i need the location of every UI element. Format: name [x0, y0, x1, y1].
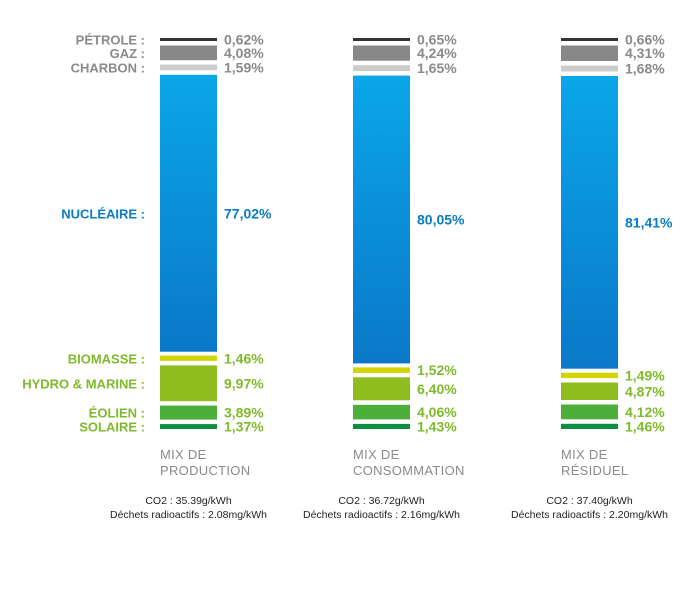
bar-segment-charbon	[353, 65, 410, 72]
value-label-biomasse: 1,49%	[625, 367, 665, 383]
value-label-eolien: 3,89%	[224, 405, 264, 421]
category-label-biomasse: BIOMASSE :	[68, 351, 145, 366]
value-label-biomasse: 1,52%	[417, 362, 457, 378]
footnote-line-1: CO2 : 36.72g/kWh	[338, 495, 425, 507]
bar-segment-gaz	[561, 45, 618, 61]
value-label-charbon: 1,59%	[224, 60, 264, 76]
bar-segment-biomasse	[353, 367, 410, 373]
column-title-line: MIX DE	[561, 447, 608, 462]
bar-segment-solaire	[160, 424, 217, 429]
footnote-line-1: CO2 : 35.39g/kWh	[145, 495, 232, 507]
bar-segment-solaire	[561, 423, 618, 429]
column-3: 0,66%4,31%1,68% 81,41% 1,49%4,87% 4,12%1,46…	[511, 32, 673, 522]
category-label-petrole: PÉTROLE :	[76, 33, 145, 48]
bar-segment-eolien	[353, 404, 410, 420]
column-2: 0,65%4,24%1,65% 80,05% 1,52% 6,40% 4,06%1,43…	[303, 32, 465, 522]
value-label-hydro: 9,97%	[224, 375, 264, 391]
category-label-eolien: ÉOLIEN :	[89, 406, 145, 421]
category-label-solaire: SOLAIRE :	[79, 420, 145, 435]
value-label-eolien: 4,12%	[625, 404, 665, 420]
column-title: MIX DE RÉSIDUEL	[561, 447, 628, 478]
column-title: MIX DE PRODUCTION	[160, 447, 250, 478]
category-label-charbon: CHARBON :	[71, 61, 145, 76]
bar-segment-nucleaire	[561, 76, 618, 369]
bar-segment-hydro	[561, 382, 618, 400]
stacked-columns: 0,62%4,08%1,59% 77,02% 1,46% 9,97% 3,89%1,37…	[110, 32, 673, 522]
value-label-gaz: 4,24%	[417, 45, 457, 61]
bar-segment-gaz	[353, 45, 410, 61]
column-1: 0,62%4,08%1,59% 77,02% 1,46% 9,97% 3,89%1,37…	[110, 32, 272, 522]
value-label-hydro: 6,40%	[417, 381, 457, 397]
bar-segment-petrole	[561, 38, 618, 41]
bar-segment-hydro	[353, 377, 410, 401]
column-title: MIX DE CONSOMMATION	[353, 447, 465, 478]
footnote-line-2: Déchets radioactifs : 2.16mg/kWh	[303, 509, 460, 521]
value-label-solaire: 1,46%	[625, 418, 665, 434]
column-title-line: MIX DE	[353, 447, 400, 462]
value-label-hydro: 4,87%	[625, 383, 665, 399]
value-label-petrole: 0,62%	[224, 32, 264, 48]
bar-segment-hydro	[160, 365, 217, 402]
value-label-eolien: 4,06%	[417, 404, 457, 420]
value-label-charbon: 1,65%	[417, 60, 457, 76]
bar-segment-biomasse	[160, 355, 217, 361]
bar-segment-solaire	[353, 423, 410, 429]
value-label-nucleaire: 80,05%	[417, 212, 465, 228]
bar-segment-gaz	[160, 45, 217, 61]
value-label-solaire: 1,43%	[417, 418, 457, 434]
bar-segment-petrole	[160, 38, 217, 41]
value-label-nucleaire: 81,41%	[625, 214, 673, 230]
bar-segment-charbon	[160, 64, 217, 71]
footnote-line-1: CO2 : 37.40g/kWh	[546, 495, 633, 507]
value-label-charbon: 1,68%	[625, 61, 665, 77]
bar-segment-nucleaire	[160, 74, 217, 352]
footnote-line-2: Déchets radioactifs : 2.08mg/kWh	[110, 509, 267, 521]
category-label-gaz: GAZ :	[110, 46, 145, 61]
value-label-solaire: 1,37%	[224, 419, 264, 435]
column-title-line: RÉSIDUEL	[561, 463, 628, 478]
bar-segment-biomasse	[561, 372, 618, 379]
category-label-nucleaire: NUCLÉAIRE :	[61, 206, 145, 221]
column-title-line: CONSOMMATION	[353, 463, 465, 478]
value-label-petrole: 0,65%	[417, 32, 457, 48]
category-label-hydro: HYDRO & MARINE :	[22, 376, 145, 391]
value-label-biomasse: 1,46%	[224, 350, 264, 366]
column-title-line: PRODUCTION	[160, 463, 250, 478]
bar-segment-eolien	[160, 405, 217, 420]
value-label-petrole: 0,66%	[625, 32, 665, 48]
bar-segment-charbon	[561, 65, 618, 72]
column-title-line: MIX DE	[160, 447, 207, 462]
bar-segment-petrole	[353, 38, 410, 41]
value-label-nucleaire: 77,02%	[224, 205, 272, 221]
value-label-gaz: 4,31%	[625, 45, 665, 61]
bar-segment-nucleaire	[353, 75, 410, 364]
category-labels: PÉTROLE :GAZ :CHARBON : NUCLÉAIRE : BIOMAS…	[22, 33, 145, 435]
bar-segment-eolien	[561, 404, 618, 420]
footnote-line-2: Déchets radioactifs : 2.20mg/kWh	[511, 509, 668, 521]
value-label-gaz: 4,08%	[224, 45, 264, 61]
